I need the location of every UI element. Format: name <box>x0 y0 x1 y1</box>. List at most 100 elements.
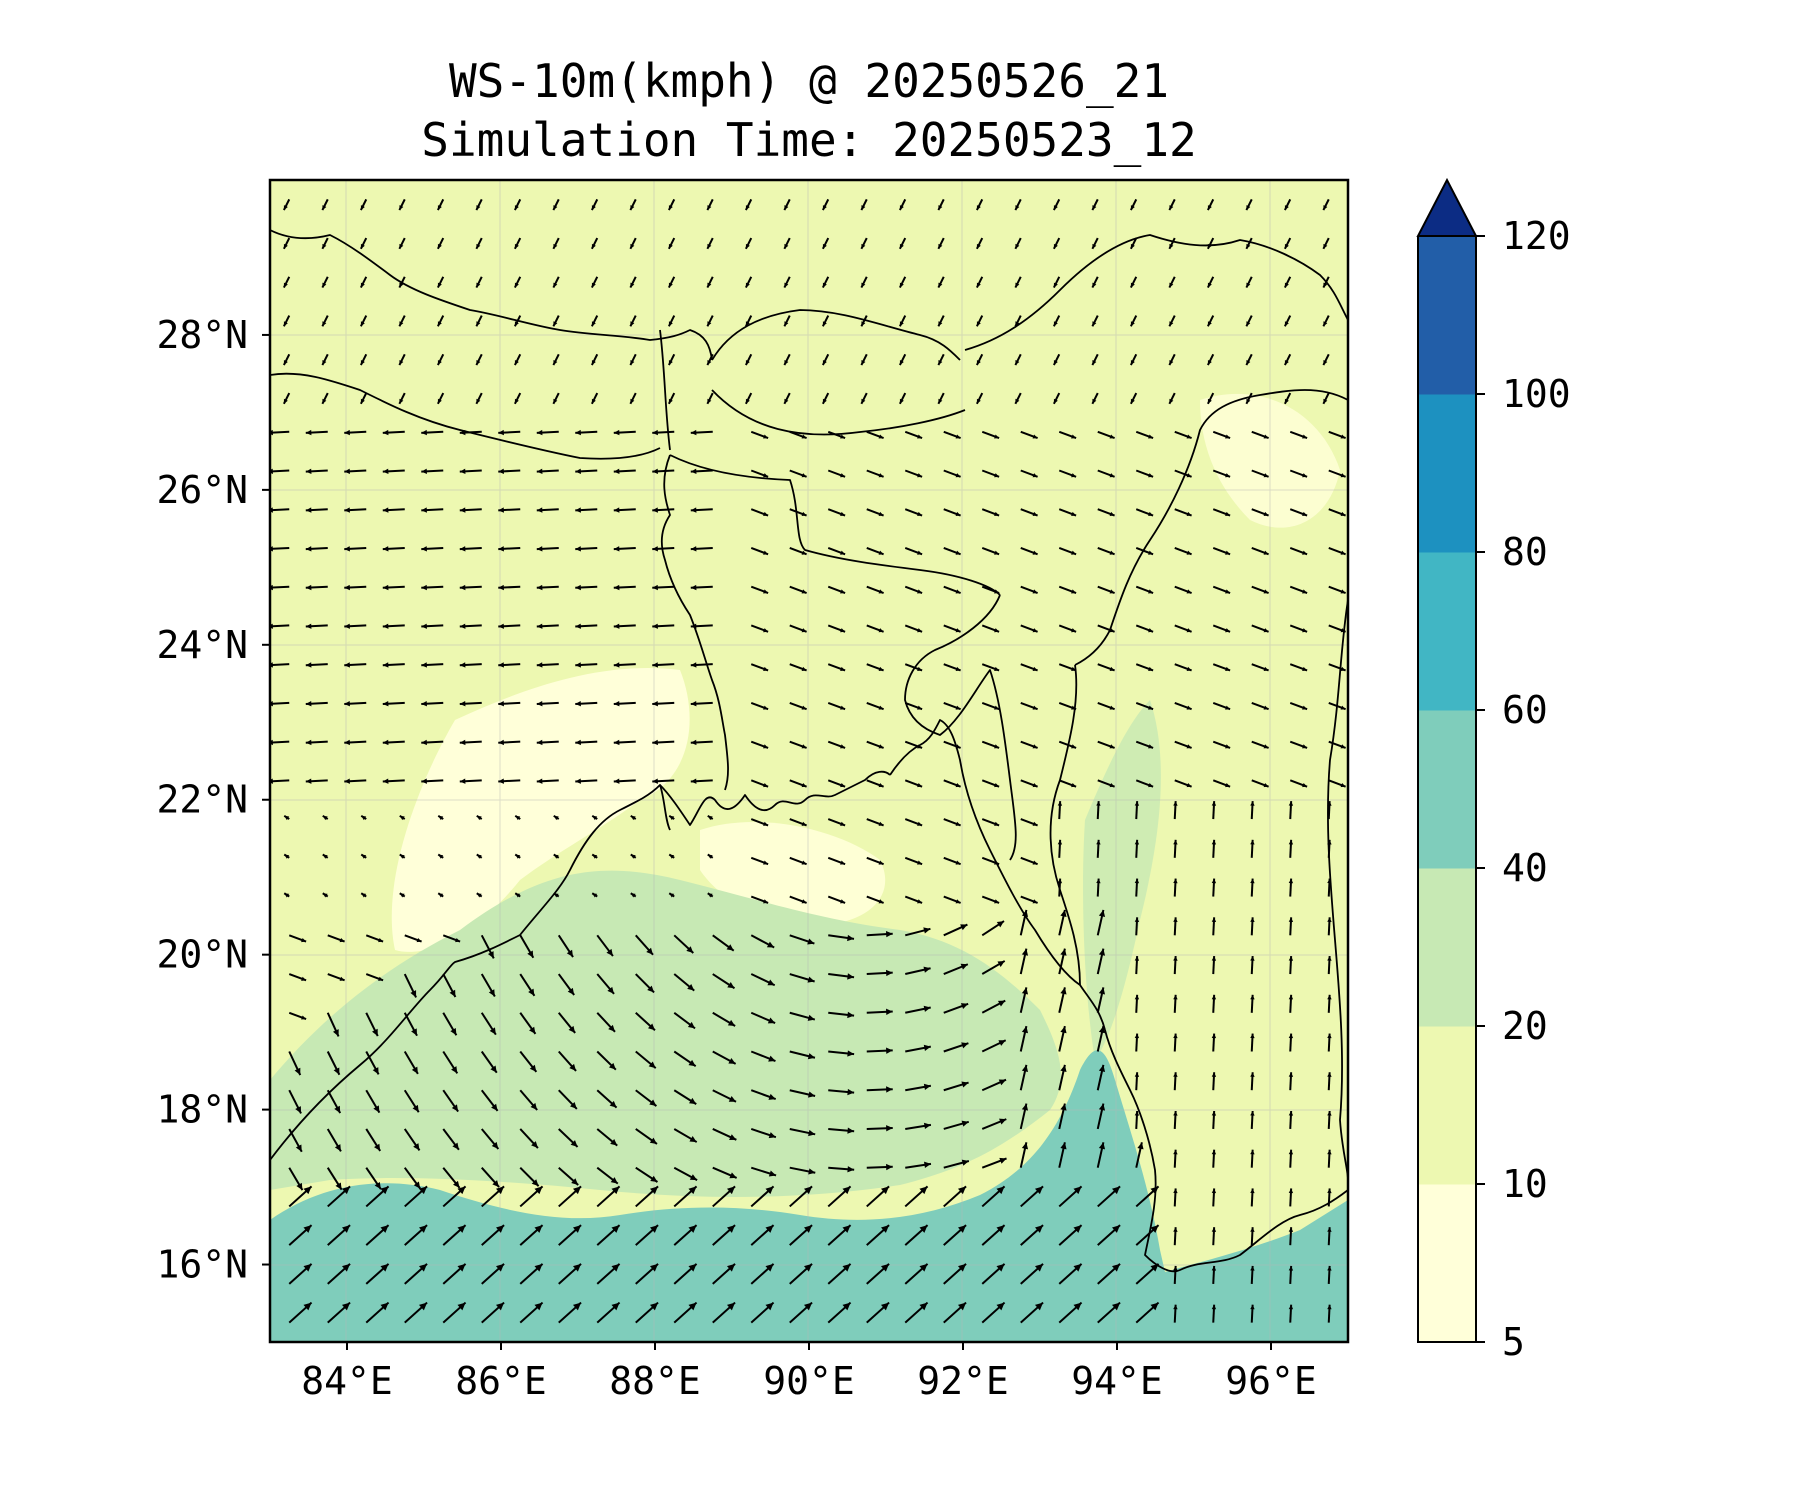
wind-vector <box>981 1118 1007 1130</box>
map-area <box>270 180 1348 1342</box>
wind-vector <box>866 430 884 440</box>
wind-vector <box>1058 1301 1083 1324</box>
wind-vector <box>403 1089 420 1113</box>
wind-vector <box>288 1089 302 1114</box>
wind-vector <box>943 923 968 937</box>
wind-vector <box>519 1128 539 1149</box>
wind-vector <box>344 778 367 784</box>
wind-vector <box>404 1301 428 1324</box>
wind-vector <box>789 818 807 827</box>
wind-vector <box>1168 276 1176 289</box>
wind-vector <box>596 934 614 957</box>
wind-vector <box>789 934 815 945</box>
wind-vector <box>365 934 384 943</box>
wind-vector <box>1173 1188 1178 1207</box>
wind-vector <box>1058 624 1077 633</box>
wind-vector <box>365 973 384 982</box>
wind-vector <box>498 546 521 552</box>
wind-vector <box>943 547 961 556</box>
wind-vector <box>1173 1265 1178 1284</box>
wind-vector <box>981 1301 1006 1324</box>
wind-vector <box>344 701 367 707</box>
wind-vector <box>1283 276 1292 289</box>
wind-vector <box>904 547 923 556</box>
wind-vector <box>282 353 291 366</box>
wind-vector <box>1245 276 1253 289</box>
wind-vector <box>783 392 791 405</box>
wind-vector <box>552 315 560 327</box>
wind-vector <box>480 1050 498 1074</box>
wind-vector <box>629 392 637 405</box>
wind-vector <box>1135 663 1154 672</box>
border-india-myanmar <box>1049 664 1081 986</box>
wind-vector <box>436 353 445 366</box>
wind-vector <box>827 469 846 478</box>
wind-vector <box>1134 1072 1140 1091</box>
colorbar-label: 40 <box>1502 846 1548 890</box>
wind-vector <box>1251 469 1269 478</box>
wind-vector <box>789 1127 816 1137</box>
wind-vector <box>459 778 482 784</box>
wind-vector <box>783 276 791 289</box>
wind-vector <box>1097 1185 1121 1208</box>
calm-region-assam <box>1200 393 1340 528</box>
wind-vector <box>1174 585 1192 594</box>
wind-vector <box>1211 1227 1217 1246</box>
wind-vector <box>459 662 482 668</box>
wind-vector <box>1211 1188 1217 1207</box>
wind-vector <box>828 1088 855 1096</box>
wind-vector <box>860 237 868 250</box>
wind-vector <box>866 508 884 517</box>
wind-vector <box>1283 315 1292 327</box>
wind-vector <box>943 469 961 478</box>
lat-tick-label: 20°N <box>156 933 248 977</box>
wind-vector <box>575 701 598 707</box>
wind-vector <box>1289 624 1308 633</box>
wind-vector <box>898 198 907 211</box>
wind-vector <box>827 1263 852 1285</box>
wind-vector <box>1288 1110 1294 1130</box>
wind-vector <box>421 662 444 668</box>
lon-tick-label: 86°E <box>455 1359 547 1403</box>
wind-vector <box>536 429 559 436</box>
wind-vector <box>1174 740 1192 749</box>
wind-vector <box>828 1011 855 1019</box>
wind-vector <box>282 315 291 327</box>
wind-vector <box>1058 948 1067 975</box>
wind-vector <box>1058 430 1077 440</box>
wind-vector <box>459 739 482 746</box>
wind-vector <box>1135 779 1154 788</box>
wind-vector <box>321 198 329 211</box>
wind-vector <box>652 701 675 707</box>
wind-vector <box>827 624 846 633</box>
wind-vector <box>1283 353 1292 366</box>
wind-vector <box>1245 198 1253 211</box>
border-myanmar-east <box>1327 599 1348 1181</box>
lat-tick-label: 26°N <box>156 468 248 512</box>
border-nepal-south <box>270 372 661 460</box>
wind-vector <box>827 1185 852 1208</box>
wind-vector <box>1020 547 1038 556</box>
wind-vector <box>904 1263 929 1285</box>
wind-vector <box>1091 392 1099 405</box>
wind-vector <box>827 779 846 788</box>
wind-vector <box>866 547 884 556</box>
wind-vector <box>558 1224 582 1246</box>
wind-vector <box>403 1128 421 1151</box>
wind-vectors <box>270 198 1346 1324</box>
border-nepal <box>270 229 713 361</box>
wind-vector <box>821 237 830 250</box>
wind-vector <box>1168 392 1176 405</box>
colorbar-frame <box>1417 236 1477 1343</box>
wind-vector <box>789 1301 813 1324</box>
wind-vector <box>866 969 893 977</box>
wind-vector <box>558 1050 577 1072</box>
wind-vector <box>866 740 884 749</box>
wind-vector <box>827 895 846 904</box>
wind-vector <box>327 934 345 943</box>
wind-vector <box>513 237 522 250</box>
wind-vector <box>1174 663 1192 672</box>
wind-vector <box>1173 1304 1178 1323</box>
wind-vector <box>613 507 636 513</box>
wind-vector <box>421 584 444 591</box>
